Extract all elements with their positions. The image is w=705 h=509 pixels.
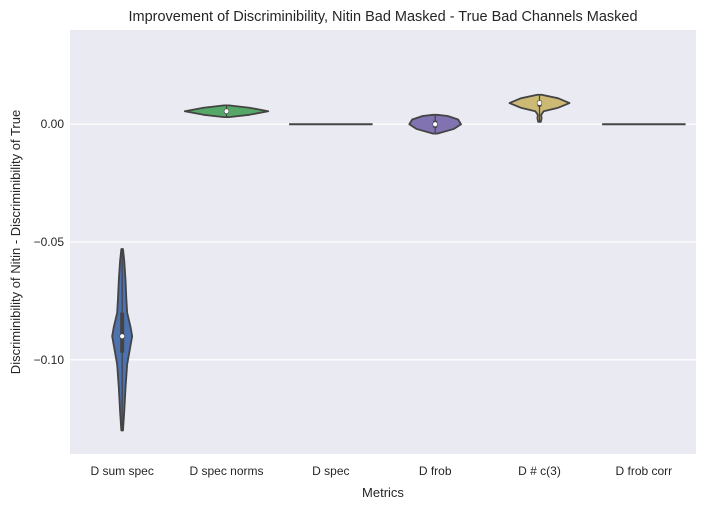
y-tick-label: −0.05 bbox=[34, 235, 65, 249]
y-tick-label: 0.00 bbox=[41, 117, 65, 131]
violin-median bbox=[432, 121, 438, 127]
violin-median bbox=[119, 333, 125, 339]
x-tick-label: D frob bbox=[419, 464, 452, 478]
y-axis-label: Discriminibility of Nitin - Discriminibi… bbox=[8, 110, 23, 374]
chart-title: Improvement of Discriminibility, Nitin B… bbox=[128, 9, 637, 25]
gridlines bbox=[70, 123, 696, 361]
y-tick-label: −0.10 bbox=[34, 353, 65, 367]
x-tick-label: D frob corr bbox=[615, 464, 672, 478]
violin-median bbox=[223, 108, 230, 114]
violin-d-sum-spec bbox=[111, 248, 134, 432]
x-axis-label: Metrics bbox=[362, 485, 404, 500]
violin-median bbox=[536, 100, 543, 106]
x-tick-label: D # c(3) bbox=[518, 464, 561, 478]
violin-d-frob bbox=[408, 113, 462, 135]
x-tick-label: D sum spec bbox=[90, 464, 153, 478]
x-ticks: D sum spec D spec norms D spec D frob D # c(… bbox=[90, 464, 672, 478]
violin-d-c-3- bbox=[508, 93, 571, 123]
x-tick-label: D spec norms bbox=[189, 464, 263, 478]
y-ticks: 0.00 −0.05 −0.10 bbox=[34, 117, 65, 367]
x-tick-label: D spec bbox=[312, 464, 349, 478]
violin-d-spec-norms bbox=[183, 104, 270, 119]
violins bbox=[111, 93, 686, 432]
